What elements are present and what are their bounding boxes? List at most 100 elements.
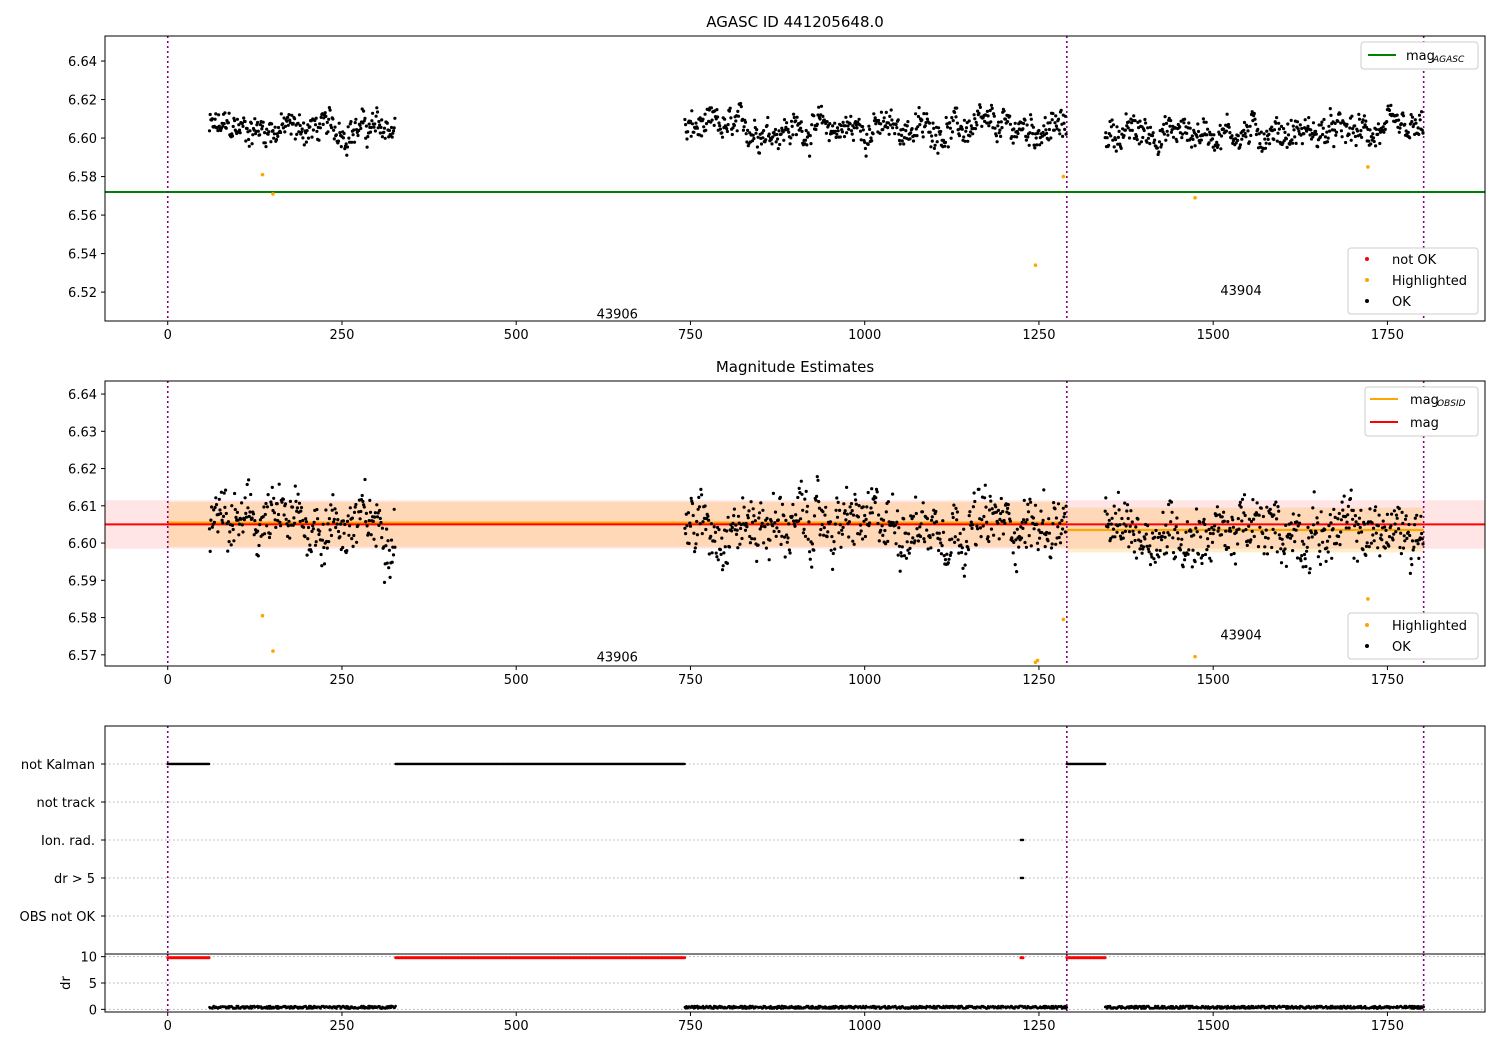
y-tick-label: 6.56 (68, 209, 97, 224)
ok-point (1420, 537, 1424, 541)
ok-point (699, 487, 703, 491)
ok-point (1380, 538, 1384, 542)
ok-point (1344, 140, 1348, 145)
ok-point (872, 112, 876, 116)
ok-point (928, 535, 932, 540)
ok-point (725, 529, 729, 533)
ok-point (1118, 142, 1122, 146)
ok-point (1247, 140, 1251, 144)
ok-point (1000, 126, 1004, 130)
ok-point (945, 552, 949, 556)
ok-point (277, 482, 281, 486)
ok-point (1222, 519, 1226, 523)
ok-point (1272, 137, 1276, 142)
ok-point (694, 121, 698, 125)
ok-point (1003, 521, 1007, 525)
ok-point (715, 108, 719, 112)
ok-point (710, 118, 714, 122)
ok-point (799, 479, 803, 483)
dr-ok-point (362, 1004, 365, 1008)
ok-point (1026, 502, 1030, 506)
ok-point (990, 106, 994, 110)
ok-point (1219, 147, 1223, 151)
ok-point (211, 523, 215, 527)
ok-point (363, 116, 367, 120)
ok-point (361, 499, 365, 504)
ok-point (905, 540, 909, 544)
y-tick-label: 6.61 (68, 500, 97, 515)
ok-point (1130, 540, 1134, 545)
ok-point (996, 521, 1000, 525)
ok-point (970, 526, 974, 531)
ok-point (302, 525, 306, 529)
ok-point (349, 120, 353, 124)
ok-point (744, 521, 748, 526)
ok-point (791, 133, 795, 137)
ok-point (351, 544, 355, 549)
ok-point (282, 116, 286, 120)
ok-point (1123, 128, 1127, 132)
ok-point (820, 523, 824, 527)
ok-point (1112, 504, 1116, 508)
ok-point (810, 542, 815, 546)
ok-point (1238, 145, 1242, 149)
ok-point (268, 532, 272, 536)
ok-point (297, 130, 301, 134)
ok-point (1196, 122, 1200, 126)
ok-point (946, 561, 950, 565)
ok-point (1157, 150, 1161, 154)
ok-point (1042, 488, 1046, 492)
ok-point (819, 527, 823, 532)
ok-point (863, 140, 867, 144)
ok-point (241, 124, 245, 128)
ok-point (208, 549, 212, 554)
ok-point (341, 519, 345, 523)
ok-point (1111, 527, 1116, 531)
ok-point (1314, 129, 1318, 133)
ok-point (1374, 127, 1378, 131)
ok-point (1033, 146, 1037, 150)
ok-point (953, 535, 957, 539)
ok-point (247, 478, 251, 482)
ok-point (886, 500, 891, 504)
ok-point (1024, 520, 1028, 525)
ok-point (916, 125, 920, 129)
ok-point (1420, 110, 1424, 114)
ok-point (342, 131, 346, 136)
ok-point (258, 518, 262, 522)
ok-point (867, 124, 871, 128)
ok-point (1130, 520, 1134, 524)
ok-point (378, 123, 382, 127)
ok-point (1211, 532, 1215, 536)
ok-point (743, 120, 748, 124)
ok-point (1127, 136, 1132, 140)
ok-point (1307, 571, 1311, 575)
ok-point (1326, 136, 1330, 140)
ok-point (777, 129, 781, 133)
x-tick-label: 250 (330, 673, 355, 688)
dr-ok-point (779, 1007, 783, 1010)
ok-point (212, 520, 216, 524)
ok-point (999, 496, 1003, 501)
ok-point (873, 500, 877, 505)
ok-point (338, 131, 342, 135)
ok-point (1258, 525, 1262, 529)
ok-point (345, 519, 350, 524)
ok-point (825, 535, 829, 539)
ok-point (948, 121, 952, 125)
ok-point (385, 527, 389, 531)
ok-point (1316, 521, 1320, 525)
ok-point (951, 515, 955, 520)
ok-point (1392, 532, 1396, 536)
ok-point (1145, 140, 1149, 144)
ok-point (1063, 114, 1067, 118)
ok-point (854, 502, 858, 506)
ok-point (248, 129, 252, 133)
ok-point (322, 545, 326, 550)
ok-point (808, 557, 812, 561)
ok-point (387, 548, 391, 552)
ok-point (1289, 521, 1293, 525)
ok-point (969, 124, 973, 128)
ok-point (717, 121, 721, 125)
ok-point (1225, 112, 1229, 116)
